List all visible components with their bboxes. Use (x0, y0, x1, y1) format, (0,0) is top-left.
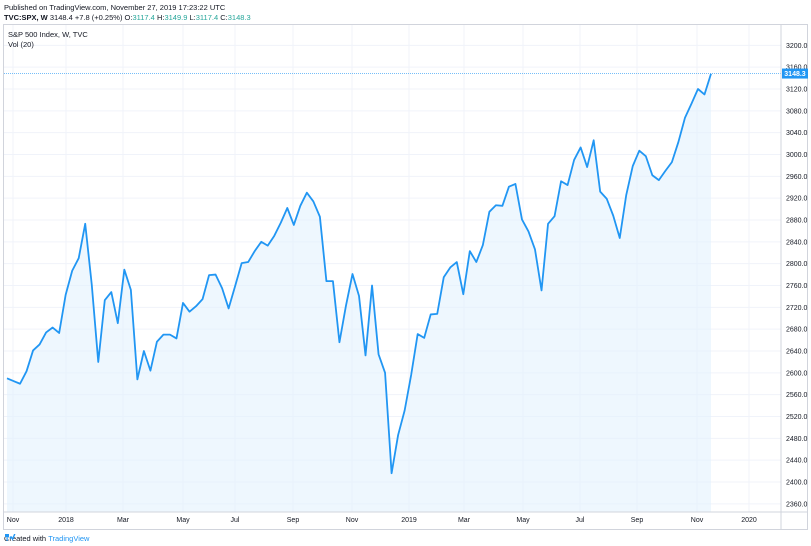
low-label: L: (189, 13, 196, 22)
x-tick-label: Jul (231, 517, 240, 524)
quote-line: TVC:SPX, W 3148.4 +7.8 (+0.25%) O:3117.4… (4, 13, 251, 22)
x-tick-label: Nov (691, 517, 704, 524)
price-change: +7.8 (+0.25%) (74, 13, 123, 22)
close-label: C: (220, 13, 228, 22)
x-tick-label: Nov (7, 517, 20, 524)
chart-frame (3, 24, 808, 530)
y-tick-label: 2680.0 (786, 327, 808, 334)
x-tick-label: 2019 (401, 517, 417, 524)
y-tick-label: 2440.0 (786, 458, 808, 465)
y-tick-label: 2880.0 (786, 218, 808, 225)
y-tick-label: 2560.0 (786, 392, 808, 399)
last-price: 3148.4 (49, 13, 73, 22)
y-tick-label: 2960.0 (786, 174, 808, 181)
plot-area (4, 73, 781, 512)
open-value: 3117.4 (132, 13, 155, 22)
y-tick-label: 3000.0 (786, 152, 808, 159)
x-tick-label: 2020 (741, 517, 757, 524)
volume-legend: Vol (20) (8, 40, 34, 49)
y-tick-label: 3120.0 (786, 87, 808, 94)
y-tick-label: 2640.0 (786, 349, 808, 356)
chart-legend-title: S&P 500 Index, W, TVC (8, 30, 88, 39)
y-tick-label: 2760.0 (786, 283, 808, 290)
price-axis: 2360.0 2400.0 2440.0 2480.0 2520.0 2560.0 2600… (780, 25, 808, 530)
y-tick-label: 3080.0 (786, 108, 808, 115)
x-tick-label: 2018 (58, 517, 74, 524)
y-tick-label: 2720.0 (786, 305, 808, 312)
y-tick-label: 3200.0 (786, 43, 808, 50)
tradingview-brand-link[interactable]: TradingView (48, 534, 90, 543)
last-price-tag-label: 3148.3 (784, 71, 806, 78)
symbol-label: TVC:SPX, W (4, 13, 48, 22)
x-tick-label: May (516, 517, 530, 524)
x-tick-label: Jul (576, 517, 585, 524)
y-tick-label: 2800.0 (786, 261, 808, 268)
y-tick-label: 2360.0 (786, 501, 808, 508)
y-tick-label: 2840.0 (786, 239, 808, 246)
x-tick-label: May (176, 517, 190, 524)
open-label: O: (124, 13, 133, 22)
x-tick-label: Sep (287, 517, 300, 524)
last-price-tag (782, 68, 808, 79)
tradingview-logo-icon (5, 534, 16, 541)
y-tick-label: 3160.0 (786, 65, 808, 72)
y-tick-label: 3040.0 (786, 130, 808, 137)
published-line: Published on TradingView.com, November 2… (4, 3, 226, 12)
x-tick-label: Nov (346, 517, 359, 524)
x-tick-label: Mar (458, 517, 471, 524)
time-axis: Nov 2018 Mar May Jul Sep Nov 2019 Mar May Jul Sep No… (4, 511, 808, 524)
low-value: 3117.4 (195, 13, 219, 22)
y-tick-label: 2520.0 (786, 414, 808, 421)
high-value: 3149.9 (164, 13, 188, 22)
price-area-fill (7, 73, 711, 512)
close-value: 3148.3 (227, 13, 251, 22)
high-label: H: (156, 13, 165, 22)
y-tick-label: 2400.0 (786, 480, 808, 487)
x-tick-label: Mar (117, 517, 130, 524)
y-tick-label: 2920.0 (786, 196, 808, 203)
created-with-label: Created with (4, 534, 47, 543)
x-tick-label: Sep (631, 517, 644, 524)
footer: Created with TradingView (4, 534, 89, 543)
price-line (6, 73, 712, 475)
y-tick-label: 2480.0 (786, 436, 808, 443)
y-tick-label: 2600.0 (786, 370, 808, 377)
